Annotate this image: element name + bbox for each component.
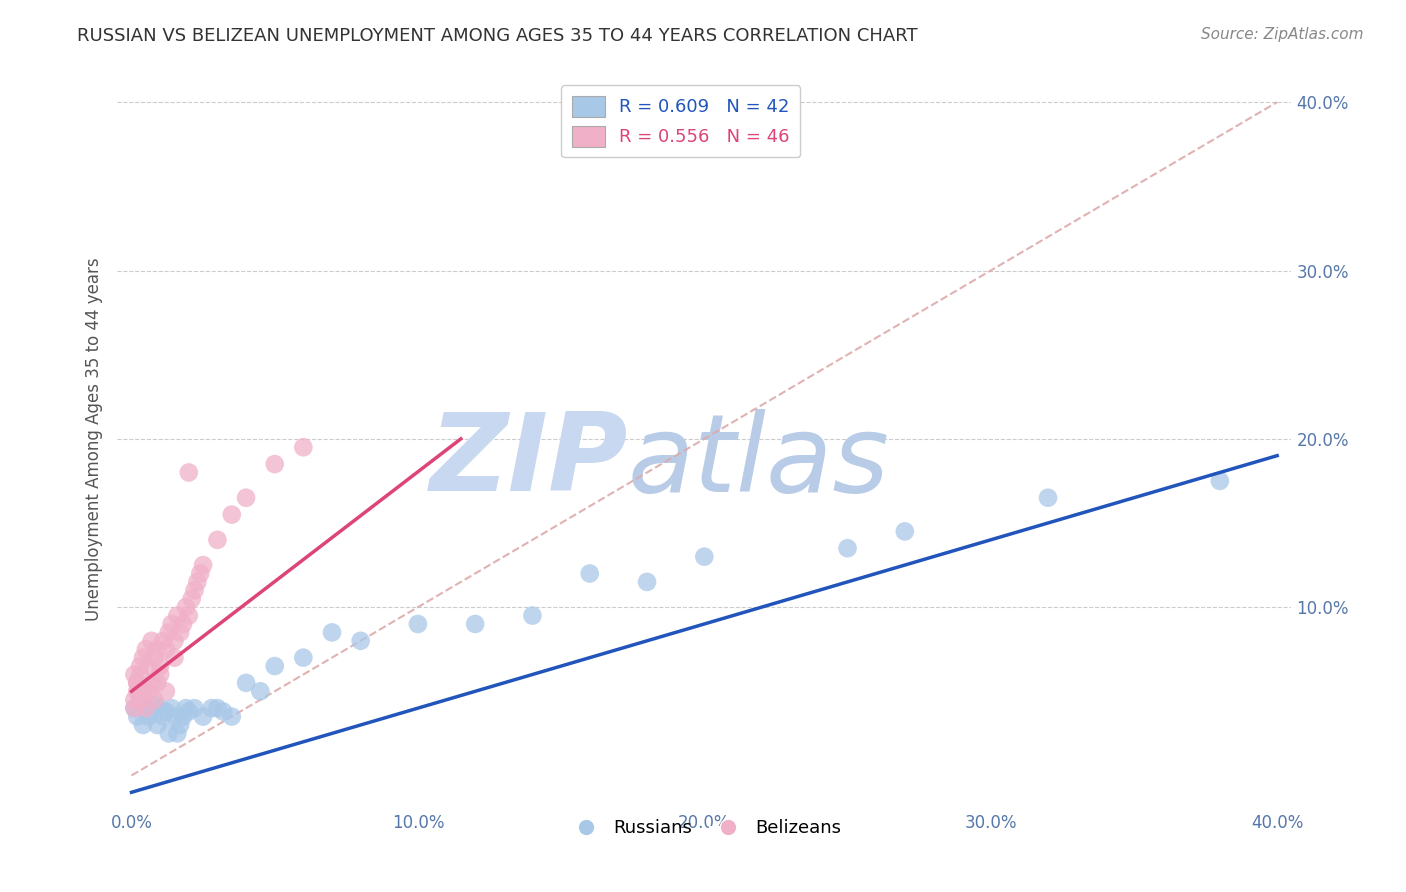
Point [292, 650, 315, 665]
Point [201, 701, 224, 715]
Point [132, 718, 155, 732]
Point [191, 558, 214, 572]
Point [578, 566, 600, 581]
Point [406, 617, 429, 632]
Point [135, 701, 157, 715]
Point [138, 684, 160, 698]
Point [1209, 474, 1232, 488]
Point [169, 718, 191, 732]
Point [146, 718, 169, 732]
Point [127, 709, 149, 723]
Text: atlas: atlas [628, 409, 890, 514]
Point [235, 676, 257, 690]
Point [349, 633, 371, 648]
Point [212, 705, 235, 719]
Point [149, 701, 172, 715]
Point [127, 684, 149, 698]
Point [127, 676, 149, 690]
Point [160, 701, 183, 715]
Point [152, 709, 174, 723]
Point [129, 692, 152, 706]
Point [207, 533, 229, 547]
Point [160, 617, 183, 632]
Legend: Russians, Belizeans: Russians, Belizeans [561, 812, 848, 845]
Point [221, 508, 243, 522]
Y-axis label: Unemployment Among Ages 35 to 44 years: Unemployment Among Ages 35 to 44 years [86, 257, 103, 621]
Point [155, 684, 177, 698]
Point [292, 440, 315, 454]
Point [166, 726, 188, 740]
Point [221, 709, 243, 723]
Point [163, 633, 186, 648]
Point [138, 709, 160, 723]
Text: RUSSIAN VS BELIZEAN UNEMPLOYMENT AMONG AGES 35 TO 44 YEARS CORRELATION CHART: RUSSIAN VS BELIZEAN UNEMPLOYMENT AMONG A… [77, 27, 918, 45]
Point [174, 701, 197, 715]
Point [155, 642, 177, 657]
Point [464, 617, 486, 632]
Point [157, 625, 180, 640]
Point [207, 701, 229, 715]
Point [124, 701, 146, 715]
Point [894, 524, 917, 539]
Point [155, 705, 177, 719]
Point [149, 667, 172, 681]
Point [124, 667, 146, 681]
Point [177, 705, 200, 719]
Point [263, 659, 285, 673]
Point [163, 650, 186, 665]
Point [129, 667, 152, 681]
Point [183, 583, 205, 598]
Point [522, 608, 544, 623]
Point [172, 709, 194, 723]
Point [186, 574, 208, 589]
Point [141, 705, 163, 719]
Point [124, 701, 146, 715]
Point [124, 692, 146, 706]
Point [191, 709, 214, 723]
Text: ZIP: ZIP [430, 408, 628, 514]
Point [138, 659, 160, 673]
Point [636, 574, 658, 589]
Point [132, 684, 155, 698]
Point [180, 591, 202, 606]
Point [188, 566, 211, 581]
Point [129, 659, 152, 673]
Point [141, 633, 163, 648]
Point [174, 600, 197, 615]
Point [183, 701, 205, 715]
Point [143, 692, 166, 706]
Point [263, 457, 285, 471]
Point [837, 541, 859, 556]
Point [143, 698, 166, 712]
Point [157, 726, 180, 740]
Point [169, 625, 191, 640]
Point [321, 625, 343, 640]
Point [129, 692, 152, 706]
Point [143, 650, 166, 665]
Point [163, 709, 186, 723]
Point [152, 633, 174, 648]
Point [177, 466, 200, 480]
Point [135, 642, 157, 657]
Point [141, 676, 163, 690]
Text: Source: ZipAtlas.com: Source: ZipAtlas.com [1201, 27, 1364, 42]
Point [177, 608, 200, 623]
Point [693, 549, 716, 564]
Point [1036, 491, 1059, 505]
Point [132, 650, 155, 665]
Point [235, 491, 257, 505]
Point [146, 642, 169, 657]
Point [172, 617, 194, 632]
Point [149, 659, 172, 673]
Point [166, 608, 188, 623]
Point [127, 676, 149, 690]
Point [249, 684, 271, 698]
Point [135, 701, 157, 715]
Point [146, 676, 169, 690]
